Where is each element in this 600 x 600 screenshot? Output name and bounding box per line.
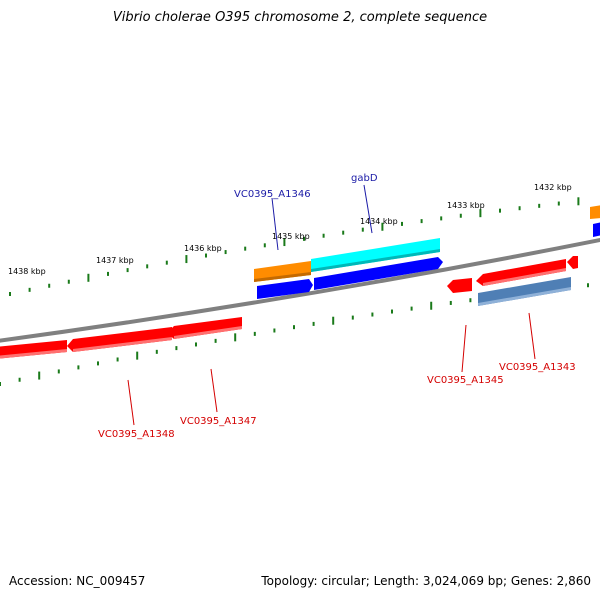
genome-backbone [0,237,600,343]
leader-VC0395_A1347 [210,368,218,413]
tick-label-1434: 1434 kbp [360,217,398,226]
tick-label-1433: 1433 kbp [447,201,485,210]
gene-shade [0,349,67,359]
leader-VC0395_A1346 [271,197,279,251]
label-gabD[interactable]: gabD [351,173,378,184]
reverse-strand-genes [0,256,578,359]
gene-orange-edge[interactable] [590,205,600,219]
summary-text: Topology: circular; Length: 3,024,069 bp… [261,574,591,588]
forward-strand-genes [254,205,600,299]
gene-red-right[interactable] [476,259,566,286]
gene-VC0395_A1348[interactable] [67,327,172,352]
gene-shade [483,268,566,286]
gene-red-left-edge[interactable] [0,340,67,359]
label-VC0395_A1346[interactable]: VC0395_A1346 [234,189,311,200]
gene-blue-2[interactable] [314,257,443,290]
tick-label-1438: 1438 kbp [8,267,46,276]
gene-gabD[interactable] [311,238,440,272]
leader-VC0395_A1343 [528,312,536,360]
gene-shade [254,272,311,282]
map-title: Vibrio cholerae O395 chromosome 2, compl… [112,10,488,25]
tick-label-1432: 1432 kbp [534,183,572,192]
gene-shade [478,287,571,306]
gene-VC0395_A1347[interactable] [167,317,242,339]
tick-label-1436: 1436 kbp [184,244,222,253]
gene-shade [311,249,440,272]
label-VC0395_A1347[interactable]: VC0395_A1347 [180,416,257,427]
tick-label-1435: 1435 kbp [272,232,310,241]
label-VC0395_A1343[interactable]: VC0395_A1343 [499,362,576,373]
leader-VC0395_A1345 [461,324,467,373]
gene-red-right-small[interactable] [567,256,578,269]
leader-gabD [363,184,373,234]
label-VC0395_A1345[interactable]: VC0395_A1345 [427,375,504,386]
gene-shade [73,337,172,352]
gene-blue-1[interactable] [257,279,313,299]
accession-text: Accession: NC_009457 [9,574,146,588]
gene-shade [174,326,242,339]
label-leaders [127,184,536,426]
gene-VC0395_A1345[interactable] [447,278,472,293]
outer-tick-ring [9,197,580,296]
label-VC0395_A1348[interactable]: VC0395_A1348 [98,429,175,440]
gene-blue-edge[interactable] [593,222,600,237]
leader-VC0395_A1348 [127,379,135,426]
tick-label-1437: 1437 kbp [96,256,134,265]
gene-VC0395_A1343[interactable] [478,277,571,306]
